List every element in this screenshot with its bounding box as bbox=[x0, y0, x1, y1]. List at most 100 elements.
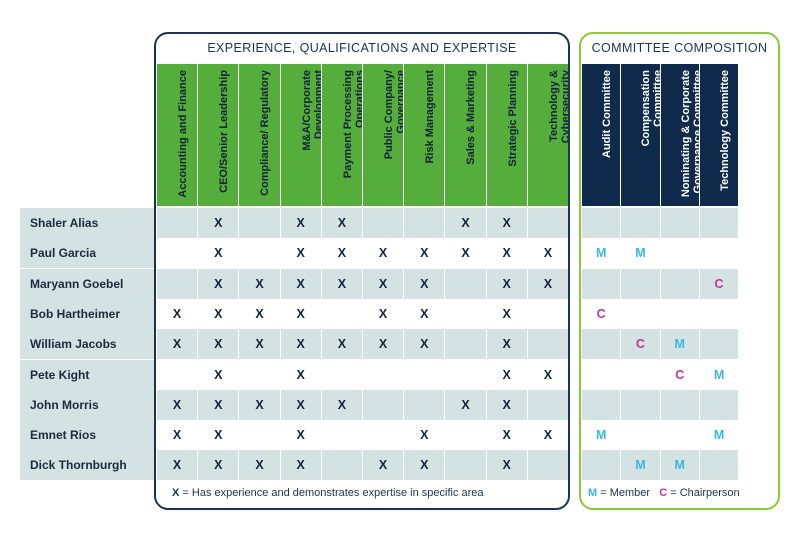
experience-cell: X bbox=[502, 246, 511, 261]
experience-cell bbox=[528, 390, 568, 420]
experience-cell: X bbox=[461, 246, 470, 261]
committee-cell bbox=[582, 360, 620, 390]
header-label: CEO/Senior Leadership bbox=[218, 70, 231, 193]
experience-cell: X bbox=[214, 367, 223, 382]
header-nominating-and-corporate-governance-committee: Nominating & Corporate Governance Commit… bbox=[660, 64, 699, 206]
header-sales-and-marketing: Sales & Marketing bbox=[445, 64, 486, 206]
committee-cell bbox=[621, 420, 659, 450]
committee-cell: C bbox=[714, 276, 724, 291]
experience-cell: X bbox=[543, 428, 553, 443]
experience-cell: X bbox=[420, 337, 429, 352]
header-manda-corporate-development: M&A/Corporate Development bbox=[280, 64, 321, 206]
experience-cell bbox=[322, 299, 362, 329]
director-name: Dick Thornburgh bbox=[20, 450, 154, 481]
column-divider bbox=[320, 208, 322, 481]
experience-cell: X bbox=[296, 246, 305, 261]
legend-chair-symbol: C bbox=[659, 487, 668, 499]
experience-cell bbox=[239, 208, 279, 238]
experience-cell bbox=[445, 329, 485, 359]
header-label: Risk Management bbox=[424, 70, 437, 164]
legend-x-symbol: X bbox=[172, 487, 180, 499]
experience-cell: X bbox=[543, 246, 553, 261]
experience-cell: X bbox=[420, 428, 429, 443]
header-risk-management: Risk Management bbox=[404, 64, 445, 206]
committee-legend: M = Member C = Chairperson bbox=[588, 484, 740, 502]
experience-cell: X bbox=[502, 276, 511, 291]
legend-x-text: = Has experience and demonstrates expert… bbox=[182, 487, 484, 499]
committee-cell bbox=[700, 329, 738, 359]
experience-cell: X bbox=[255, 306, 264, 321]
header-technology-committee: Technology Committee bbox=[699, 64, 739, 206]
experience-frame: EXPERIENCE, QUALIFICATIONS AND EXPERTISE bbox=[154, 32, 570, 510]
experience-cell bbox=[322, 420, 362, 450]
legend-member-text: = Member bbox=[600, 487, 651, 499]
column-divider bbox=[279, 208, 281, 481]
committee-cell: M bbox=[595, 246, 607, 261]
experience-cell bbox=[528, 299, 568, 329]
experience-cell: X bbox=[378, 246, 388, 261]
experience-cell: X bbox=[214, 306, 223, 321]
header-strategic-planning: Strategic Planning bbox=[486, 64, 527, 206]
legend-chair-text: = Chairperson bbox=[670, 487, 740, 499]
committee-frame: COMMITTEE COMPOSITION bbox=[579, 32, 780, 510]
committee-cell bbox=[700, 299, 738, 329]
experience-cell bbox=[157, 238, 197, 268]
header-label: Public Company/ Governance bbox=[383, 70, 404, 160]
committee-cell bbox=[700, 208, 738, 238]
experience-cell bbox=[404, 208, 444, 238]
column-divider bbox=[444, 208, 446, 481]
committee-cell: C bbox=[596, 306, 606, 321]
experience-cell bbox=[157, 360, 197, 390]
experience-cell: X bbox=[214, 337, 223, 352]
committee-cell bbox=[621, 208, 659, 238]
committee-cell: M bbox=[635, 246, 646, 261]
committee-cell: M bbox=[635, 458, 646, 473]
experience-cell: X bbox=[255, 276, 264, 291]
column-divider bbox=[403, 208, 405, 481]
experience-cell: X bbox=[420, 306, 429, 321]
director-name: Maryann Goebel bbox=[20, 268, 154, 299]
experience-cell bbox=[528, 329, 568, 359]
header-compensation-committee: Compensation Committee bbox=[621, 64, 660, 206]
experience-cell: X bbox=[502, 367, 511, 382]
header-compliance-regulatory: Compliance/ Regulatory bbox=[239, 64, 280, 206]
committee-cell: M bbox=[713, 428, 725, 443]
committee-cell: M bbox=[595, 428, 607, 443]
committee-cell bbox=[661, 208, 699, 238]
header-label: Compliance/ Regulatory bbox=[259, 70, 272, 196]
experience-title: EXPERIENCE, QUALIFICATIONS AND EXPERTISE bbox=[207, 41, 517, 55]
director-name: Pete Kight bbox=[20, 359, 154, 390]
experience-cell: X bbox=[172, 397, 182, 412]
director-name: Emnet Rios bbox=[20, 420, 154, 451]
column-divider bbox=[485, 208, 487, 481]
header-label: Technology & Cybersecurity bbox=[547, 70, 568, 144]
experience-cell: X bbox=[337, 216, 347, 230]
committee-cell bbox=[700, 238, 738, 268]
experience-cell: X bbox=[172, 306, 182, 321]
experience-cell: X bbox=[296, 276, 305, 291]
committee-cell: M bbox=[713, 367, 725, 382]
experience-cell: X bbox=[543, 367, 553, 382]
experience-cell: X bbox=[296, 397, 305, 412]
experience-cell: X bbox=[296, 458, 305, 473]
committee-cell bbox=[621, 269, 659, 299]
experience-cell bbox=[363, 208, 403, 238]
legend-member-symbol: M bbox=[588, 487, 598, 499]
experience-cell: X bbox=[172, 458, 182, 473]
committee-cell bbox=[661, 420, 699, 450]
header-technology-and-cybersecurity: Technology & Cybersecurity bbox=[527, 64, 568, 206]
experience-cell bbox=[363, 360, 403, 390]
committee-cell bbox=[582, 208, 620, 238]
experience-legend: X = Has experience and demonstrates expe… bbox=[172, 484, 484, 502]
experience-cell: X bbox=[214, 246, 223, 261]
committee-cell bbox=[700, 390, 738, 420]
experience-cell: X bbox=[502, 397, 511, 412]
committee-cell bbox=[661, 390, 699, 420]
experience-cell: X bbox=[172, 337, 182, 352]
committee-cell bbox=[582, 450, 620, 480]
committee-cell: M bbox=[674, 337, 685, 352]
experience-cell bbox=[322, 450, 362, 480]
committee-title: COMMITTEE COMPOSITION bbox=[591, 41, 768, 55]
committee-cell bbox=[621, 299, 659, 329]
experience-cell: X bbox=[420, 246, 429, 261]
